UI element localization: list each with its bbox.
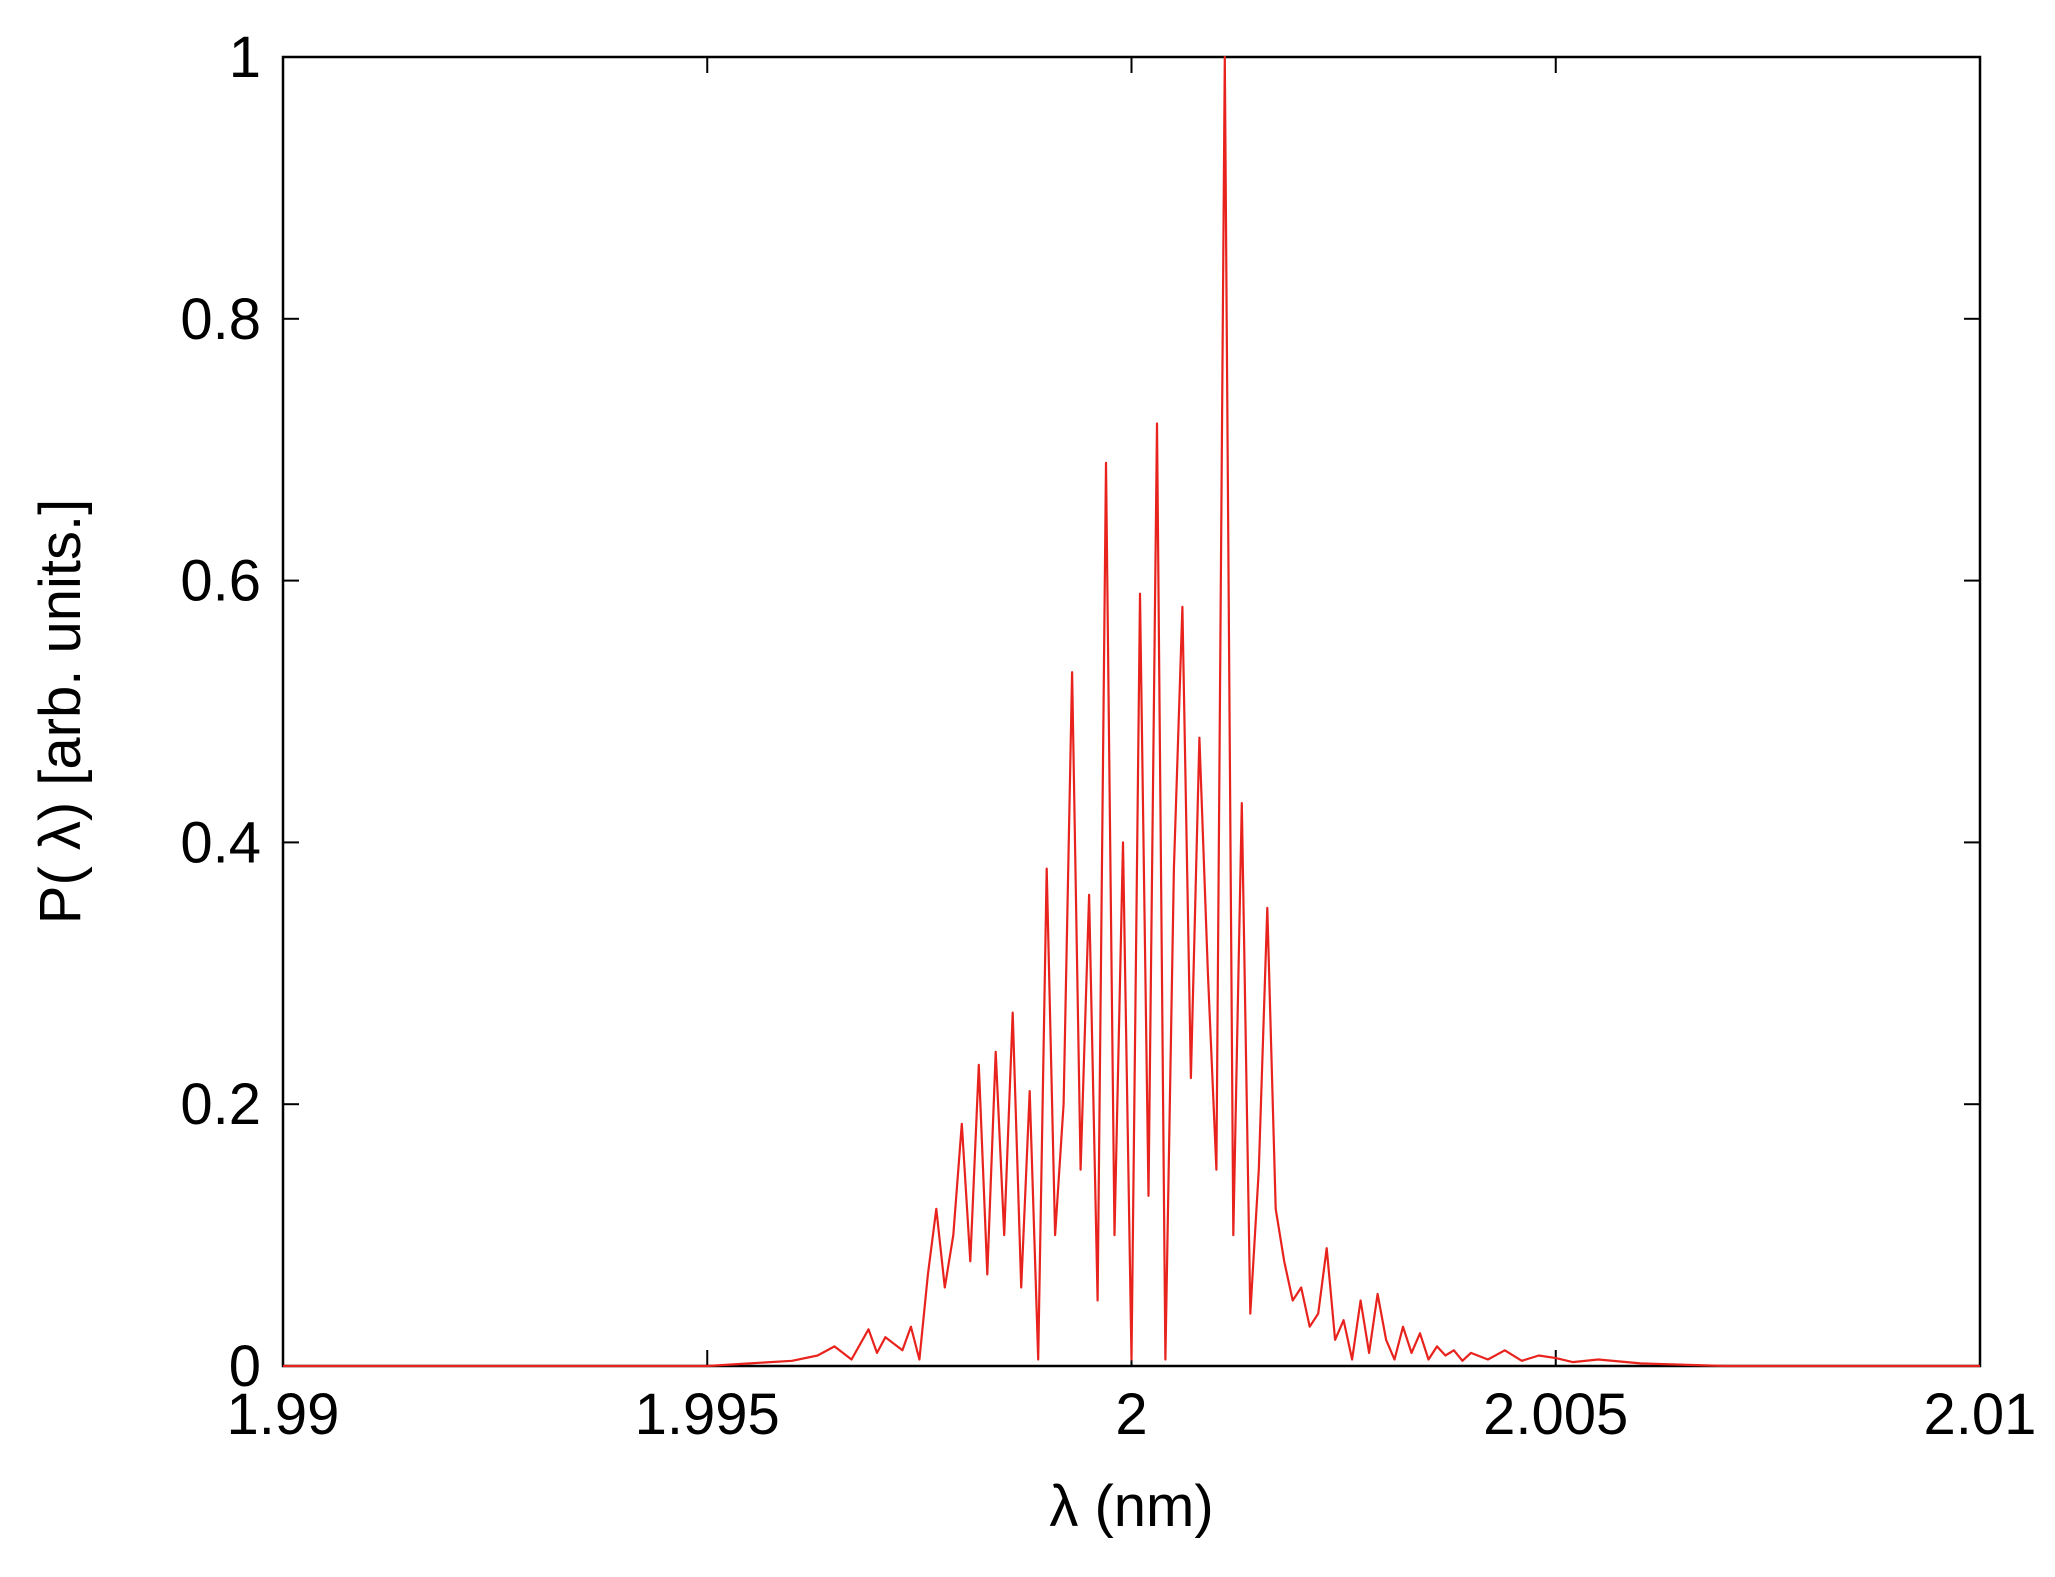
y-tick-label: 0: [229, 1334, 261, 1399]
spectrum-series-line: [283, 55, 1980, 1368]
y-tick-label: 0.8: [180, 287, 261, 352]
x-tick-labels: 1.99 1.995 2 2.005 2.01: [227, 1382, 2037, 1447]
y-axis-label: P( λ) [arb. units.]: [28, 499, 93, 924]
x-tick-label: 1.995: [635, 1382, 780, 1447]
plot-area: [281, 55, 1982, 1368]
x-tick-label: 1.99: [227, 1382, 340, 1447]
y-tick-labels: 0 0.2 0.4 0.6 0.8 1: [180, 25, 261, 1399]
y-tick-label: 0.2: [180, 1072, 261, 1137]
x-tick-label: 2: [1115, 1382, 1147, 1447]
x-axis-label: λ (nm): [1049, 1474, 1213, 1539]
x-tick-label: 2.01: [1924, 1382, 2037, 1447]
y-tick-label: 1: [229, 25, 261, 90]
y-tick-label: 0.4: [180, 810, 261, 875]
plot-frame: [281, 55, 1982, 1368]
x-tick-label: 2.005: [1483, 1382, 1628, 1447]
y-tick-label: 0.6: [180, 549, 261, 614]
